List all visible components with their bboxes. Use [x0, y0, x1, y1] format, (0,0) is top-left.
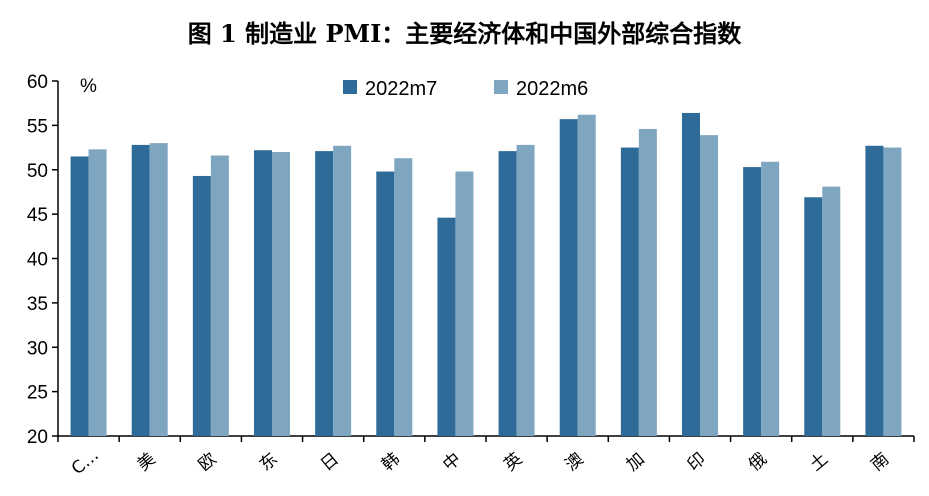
legend-label: 2022m7	[365, 78, 437, 100]
y-axis: 20 25 30 35 40 45 50 55 60	[27, 72, 59, 448]
bar-2022m6	[210, 155, 229, 437]
x-tick-label: 东	[256, 449, 282, 475]
x-tick-label: 澳	[562, 449, 588, 475]
bars	[70, 112, 902, 437]
bar-2022m7	[682, 112, 700, 436]
y-tick-label: 55	[27, 116, 48, 137]
bar-2022m6	[638, 128, 657, 437]
x-tick-label: 加	[623, 449, 649, 475]
x-tick-label: 印	[684, 449, 710, 475]
bar-2022m7	[559, 119, 578, 436]
bar-2022m7	[743, 167, 762, 436]
y-tick-label: 25	[27, 383, 48, 404]
legend-label: 2022m6	[516, 78, 588, 100]
bar-2022m7	[376, 171, 395, 436]
bar-2022m6	[883, 147, 902, 436]
y-tick-label: 50	[27, 161, 48, 182]
bar-2022m6	[761, 161, 780, 436]
x-tick-label: 美	[134, 449, 160, 475]
x-tick-label: 中	[439, 449, 465, 475]
bar-2022m6	[333, 145, 352, 436]
bar-2022m6	[394, 158, 413, 436]
x-tick-label: 俄	[745, 449, 771, 475]
bar-2022m7	[865, 145, 884, 436]
bar-2022m6	[822, 186, 841, 436]
x-tick-label: C…	[68, 445, 103, 479]
bar-2022m7	[498, 151, 517, 437]
bar-2022m6	[700, 135, 718, 436]
bar-2022m6	[455, 171, 474, 436]
bar-2022m7	[804, 197, 823, 436]
x-tick-label: 英	[500, 449, 526, 475]
x-axis: C… 美 欧 东 日 韩 中 英 澳 加 印 俄 土 南	[57, 435, 915, 479]
bar-2022m7	[315, 151, 334, 437]
bar-2022m7	[620, 147, 639, 436]
x-tick-label: 南	[867, 449, 893, 475]
bar-2022m6	[88, 149, 107, 436]
bar-2022m7	[437, 217, 456, 436]
bar-2022m7	[192, 175, 211, 436]
bar-2022m6	[272, 152, 290, 436]
chart-title: 图 1 制造业 PMI：主要经济体和中国外部综合指数	[187, 19, 742, 48]
y-tick-label: 35	[27, 294, 48, 315]
bar-2022m6	[516, 144, 535, 436]
legend: 2022m7 2022m6	[343, 78, 588, 100]
legend-swatch	[494, 80, 508, 94]
bar-2022m6	[577, 114, 596, 436]
bar-2022m7	[131, 144, 150, 436]
x-tick-label: 日	[317, 449, 343, 475]
x-tick-label: 土	[806, 449, 832, 475]
y-tick-label: 45	[27, 205, 48, 226]
bar-2022m6	[149, 143, 168, 436]
x-tick-label: 韩	[378, 449, 404, 475]
bar-2022m7	[254, 150, 272, 436]
y-tick-label: 20	[27, 427, 48, 448]
legend-swatch	[343, 80, 357, 94]
y-unit-label: %	[80, 76, 97, 97]
y-tick-label: 30	[27, 338, 48, 359]
x-tick-label: 欧	[195, 449, 221, 475]
y-tick-label: 40	[27, 250, 48, 271]
bar-2022m7	[70, 156, 89, 436]
y-tick-label: 60	[27, 72, 48, 93]
